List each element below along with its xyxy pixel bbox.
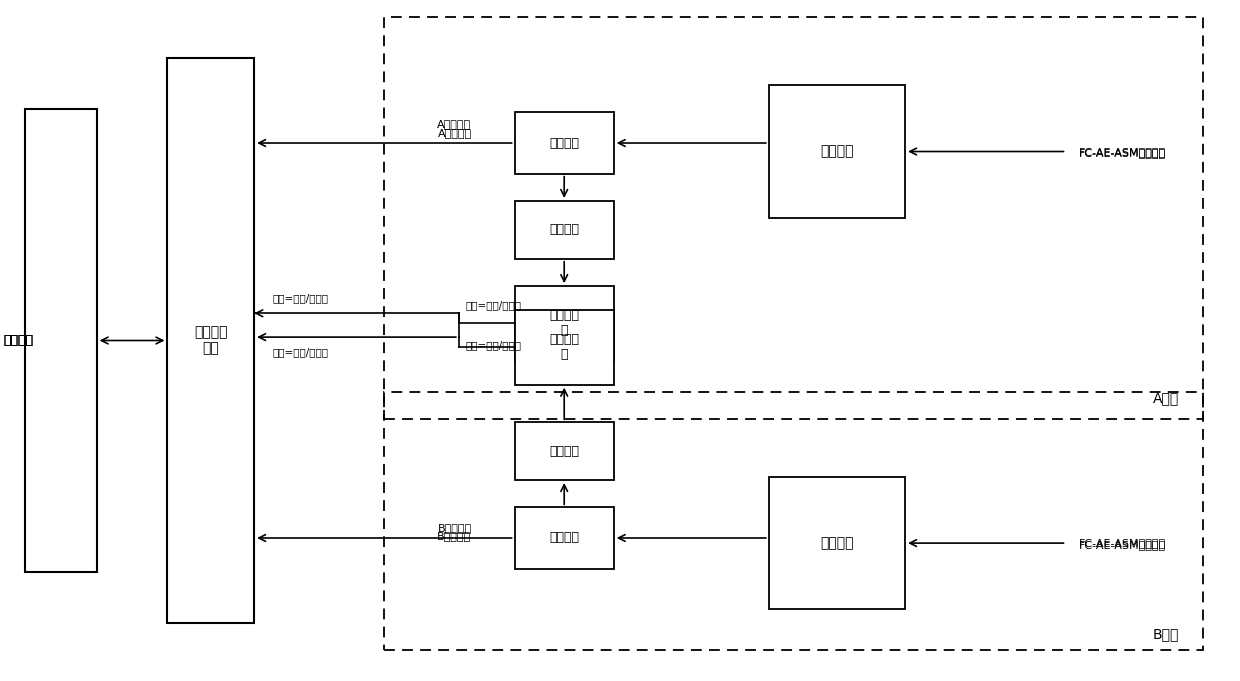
Text: 原语检测: 原语检测 xyxy=(549,136,579,150)
Text: 原语检测: 原语检测 xyxy=(549,531,579,545)
Text: FC-AE-ASM接收接口: FC-AE-ASM接收接口 xyxy=(1079,540,1166,550)
Bar xyxy=(515,112,614,174)
Bar xyxy=(515,507,614,569)
Bar xyxy=(25,109,97,572)
Text: FC-AE-ASM接收接口: FC-AE-ASM接收接口 xyxy=(1079,148,1166,158)
Text: 状态=激活/非激活: 状态=激活/非激活 xyxy=(465,340,521,351)
Bar xyxy=(515,201,614,259)
Text: 用户接口: 用户接口 xyxy=(4,334,33,347)
Bar xyxy=(515,422,614,480)
Text: A通道: A通道 xyxy=(1152,392,1179,405)
Text: B通道数据: B通道数据 xyxy=(436,531,471,541)
Text: 状态=激活/非激活: 状态=激活/非激活 xyxy=(273,347,329,358)
Text: 状态=激活/非激活: 状态=激活/非激活 xyxy=(273,293,329,303)
Bar xyxy=(769,85,905,218)
Text: B通道: B通道 xyxy=(1152,628,1179,642)
Text: 用户接口: 用户接口 xyxy=(4,334,33,347)
Text: A通道数据: A通道数据 xyxy=(436,119,471,129)
Text: 端口状态
机: 端口状态 机 xyxy=(549,333,579,362)
Bar xyxy=(515,286,614,361)
Text: 链路同步: 链路同步 xyxy=(549,445,579,458)
Bar xyxy=(167,58,254,623)
Bar xyxy=(769,477,905,609)
Text: 状态=激活/非激活: 状态=激活/非激活 xyxy=(465,300,521,310)
Text: 数据接收: 数据接收 xyxy=(820,144,854,159)
Text: B通道数据: B通道数据 xyxy=(438,523,472,533)
Text: 端口状态
机: 端口状态 机 xyxy=(549,309,579,338)
Bar xyxy=(384,392,1203,650)
Bar xyxy=(515,310,614,385)
Text: 用户接口: 用户接口 xyxy=(4,334,33,347)
Text: FC-AE-ASM接收接口: FC-AE-ASM接收接口 xyxy=(1079,538,1166,548)
Bar xyxy=(384,17,1203,419)
Text: 数据接收: 数据接收 xyxy=(820,536,854,550)
Text: 链路同步: 链路同步 xyxy=(549,223,579,236)
Text: A通道数据: A通道数据 xyxy=(438,128,472,138)
Text: 冗余控制
模块: 冗余控制 模块 xyxy=(193,326,228,355)
Text: FC-AE-ASM接收接口: FC-AE-ASM接收接口 xyxy=(1079,146,1166,157)
